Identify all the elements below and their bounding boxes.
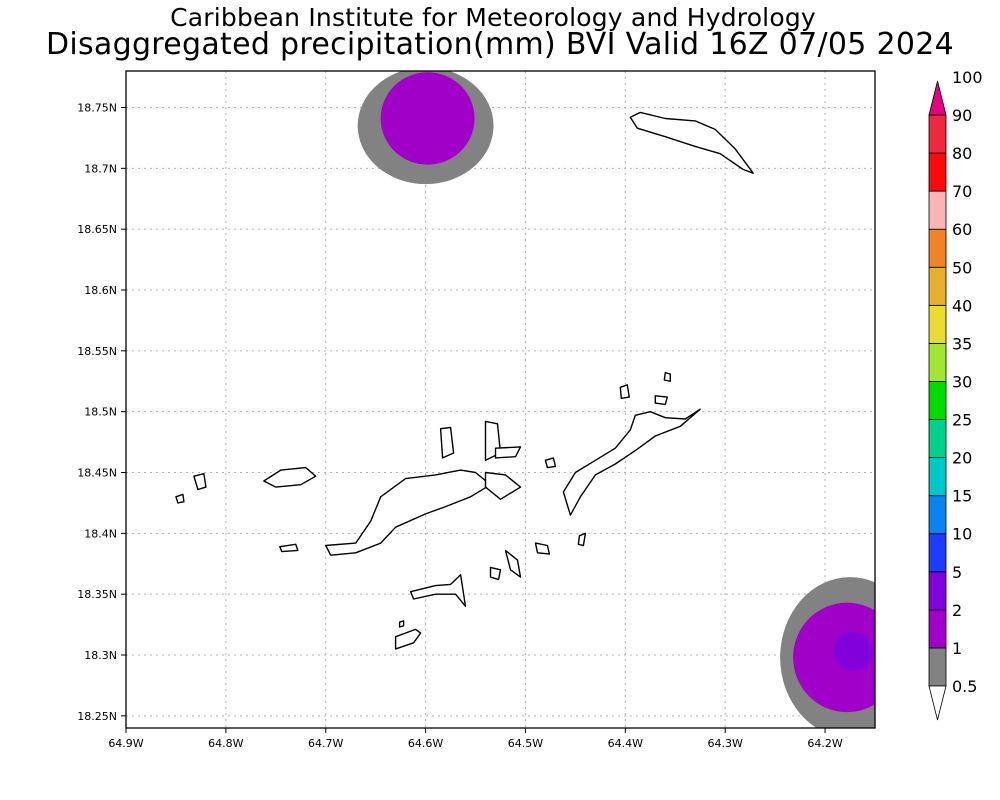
island-outline	[409, 574, 467, 607]
rain-contour-2-5	[833, 631, 874, 671]
colorbar-label: 20	[952, 449, 972, 468]
x-tick-label: 64.5W	[508, 737, 543, 750]
island-outline	[394, 628, 422, 650]
x-tick-label: 64.8W	[208, 737, 243, 750]
island-outline	[494, 446, 522, 459]
y-tick-label: 18.55N	[77, 345, 117, 358]
island-outline	[175, 493, 185, 504]
colorbar-label: 90	[952, 106, 972, 125]
island-outline	[629, 111, 754, 174]
y-tick-label: 18.3N	[84, 649, 117, 662]
colorbar-label: 2	[952, 601, 962, 620]
x-tick-label: 64.4W	[608, 737, 643, 750]
precipitation-shading	[357, 71, 875, 728]
colorbar-segment	[928, 419, 947, 458]
x-tick-label: 64.7W	[308, 737, 343, 750]
colorbar-segment	[928, 342, 947, 382]
colorbar-upper-arrow	[928, 80, 947, 116]
island-outline	[484, 471, 522, 500]
colorbar-segment	[928, 381, 947, 420]
island-outline	[398, 620, 405, 628]
colorbar-segment	[928, 266, 947, 306]
island-outline	[562, 408, 701, 516]
island-outline	[325, 469, 492, 556]
colorbar-label: 10	[952, 525, 972, 544]
y-tick-label: 18.25N	[77, 710, 117, 723]
colorbar-label: 15	[952, 487, 972, 506]
island-outline	[619, 384, 630, 399]
y-tick-label: 18.7N	[84, 162, 117, 175]
y-tick-label: 18.75N	[77, 102, 117, 115]
x-tick-label: 64.9W	[108, 737, 143, 750]
colorbar-label: 40	[952, 296, 972, 315]
y-tick-label: 18.6N	[84, 284, 117, 297]
island-outline	[654, 395, 668, 406]
colorbar-label: 0.5	[952, 677, 977, 696]
island-outline	[439, 426, 455, 459]
rain-contour-1-2	[380, 72, 475, 165]
chart-title-line-1: Caribbean Institute for Meteorology and …	[170, 3, 816, 32]
colorbar-segment	[928, 304, 947, 344]
colorbar-label: 5	[952, 563, 962, 582]
chart-title-line-2: Disaggregated precipitation(mm) BVI Vali…	[45, 27, 955, 62]
y-tick-label: 18.35N	[77, 588, 117, 601]
gridlines	[126, 71, 875, 728]
colorbar-segment	[928, 533, 947, 573]
island-outline	[534, 542, 551, 555]
colorbar-segment	[928, 609, 947, 649]
island-outline	[663, 372, 671, 382]
islands	[175, 111, 754, 650]
colorbar-segment	[928, 152, 947, 192]
colorbar-label: 1	[952, 639, 962, 658]
colorbar-lower-arrow	[928, 685, 947, 721]
map-layer	[126, 71, 875, 728]
colorbar-segment	[928, 647, 947, 687]
plot-frame	[125, 70, 876, 729]
y-tick-label: 18.45N	[77, 467, 117, 480]
colorbar-label: 60	[952, 220, 972, 239]
axes: 64.9W 64.8W 64.7W 64.6W 64.5W 64.4W 64.3W 64.2W…	[77, 102, 843, 751]
colorbar-segment	[928, 114, 947, 154]
colorbar-label: 50	[952, 258, 972, 277]
island-outline	[489, 566, 502, 581]
y-tick-label: 18.5N	[84, 406, 117, 419]
island-outline	[544, 457, 557, 469]
x-tick-label: 64.3W	[708, 737, 743, 750]
colorbar-segment	[928, 190, 947, 230]
colorbar-label: 30	[952, 372, 972, 391]
colorbar-segment	[928, 571, 947, 611]
island-outline	[193, 473, 207, 491]
y-tick-label: 18.65N	[77, 223, 117, 236]
colorbar-label: 100	[952, 68, 983, 87]
colorbar-label: 35	[952, 334, 972, 353]
y-tick-label: 18.4N	[84, 527, 117, 540]
colorbar-label: 80	[952, 144, 972, 163]
island-outline	[504, 549, 522, 578]
x-tick-label: 64.6W	[408, 737, 443, 750]
colorbar-label: 70	[952, 182, 972, 201]
island-outline	[263, 466, 317, 488]
colorbar-label: 25	[952, 411, 972, 430]
x-tick-label: 64.2W	[807, 737, 842, 750]
colorbar-segment	[928, 495, 947, 535]
colorbar-segment	[928, 457, 947, 497]
island-outline	[279, 543, 299, 553]
colorbar-segment	[928, 228, 947, 268]
island-outline	[577, 532, 587, 547]
